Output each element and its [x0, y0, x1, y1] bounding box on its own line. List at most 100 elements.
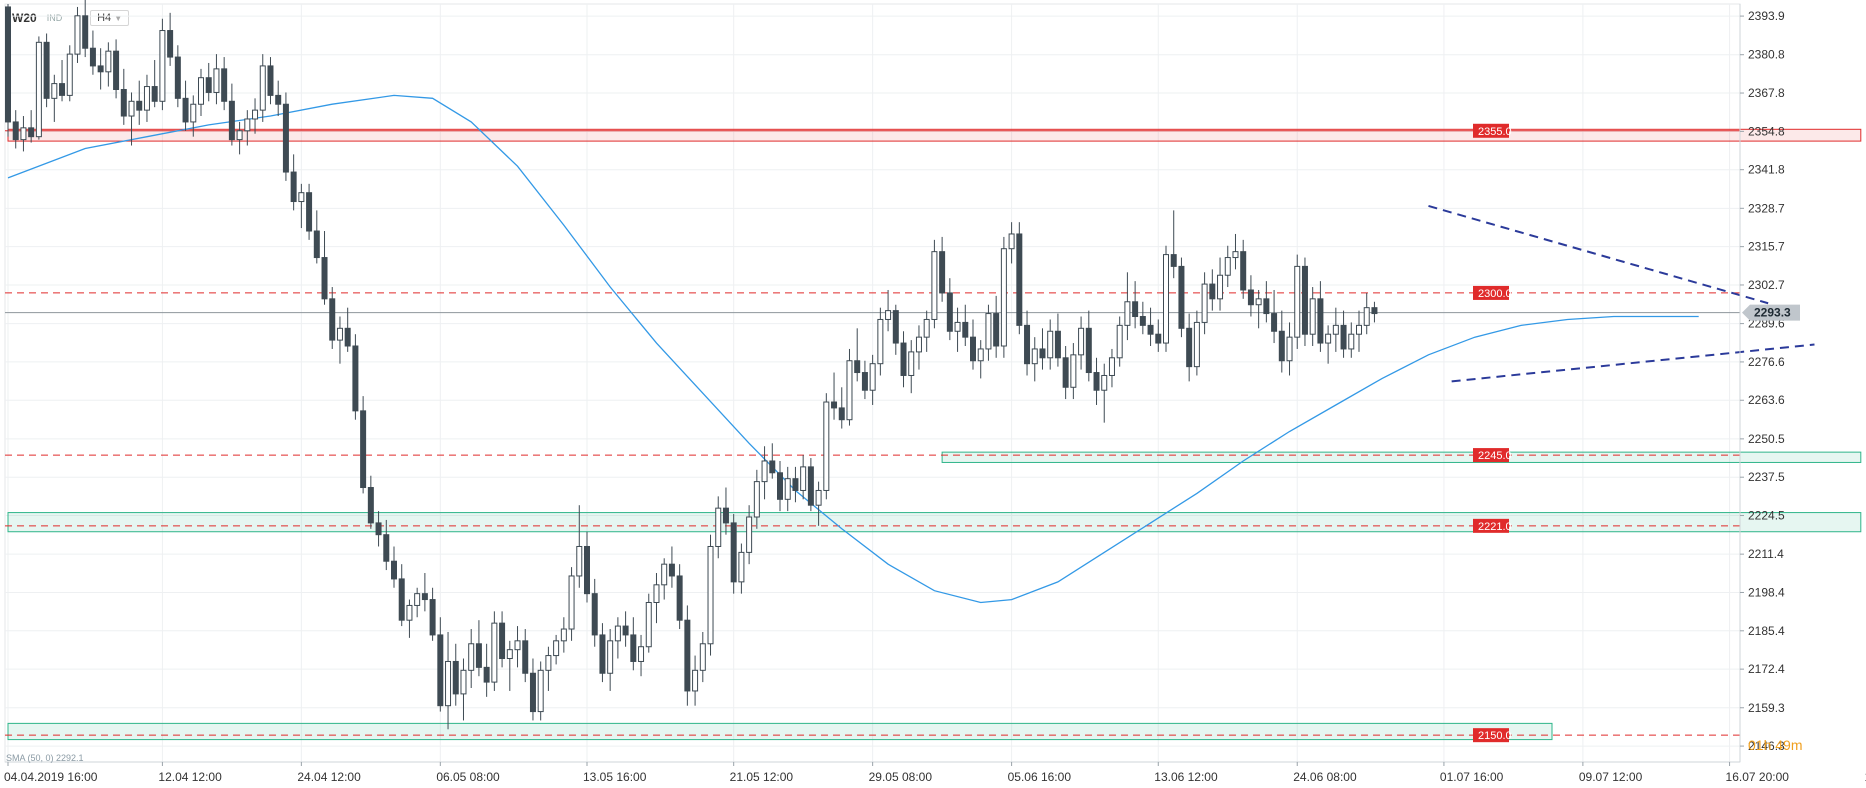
candle — [151, 60, 158, 108]
candle — [252, 98, 259, 134]
candle-body-bear — [622, 625, 629, 636]
candle-body-bear — [360, 410, 367, 489]
candle-body-bull — [823, 401, 830, 491]
candle-body-bull — [105, 50, 112, 73]
candle-body-bear — [437, 634, 444, 707]
candle-body-bull — [1031, 348, 1038, 365]
candle-body-bear — [167, 30, 174, 58]
candle — [383, 519, 390, 571]
candle — [236, 121, 243, 155]
candle — [82, 0, 89, 58]
candle-body-bull — [1124, 301, 1131, 326]
candle-body-bear — [831, 401, 838, 409]
candle-body-bull — [923, 318, 930, 338]
candle — [352, 334, 359, 420]
levels — [5, 130, 1740, 736]
candle-body-bear — [151, 86, 158, 102]
candle — [1263, 281, 1270, 323]
candle-body-bear — [329, 298, 336, 341]
candle-body-bear — [59, 83, 66, 96]
candle-body-bear — [630, 634, 637, 662]
candle-body-bear — [275, 94, 282, 105]
y-tick-label: 2341.8 — [1748, 163, 1785, 177]
candle — [51, 74, 58, 122]
zone-support — [7, 722, 1553, 741]
candle — [985, 304, 992, 361]
indicator-button[interactable]: IND — [46, 13, 63, 23]
candle — [784, 466, 791, 512]
candle-body-bull — [537, 669, 544, 713]
candle-body-bull — [560, 628, 567, 642]
candle — [962, 304, 969, 346]
candle-body-bull — [1348, 333, 1355, 350]
candle — [514, 626, 521, 668]
candle-body-bear — [290, 171, 297, 203]
candle — [722, 487, 729, 535]
sma-legend: SMA (50, 0) 2292.1 — [6, 753, 84, 763]
candle-body-bear — [1186, 327, 1193, 368]
candle — [1031, 337, 1038, 382]
candle — [1240, 239, 1247, 299]
candle — [568, 567, 575, 641]
candle-body-bull — [607, 640, 614, 674]
candle — [499, 611, 506, 668]
candle — [468, 629, 475, 688]
candle — [136, 80, 143, 125]
candle-body-bear — [475, 643, 482, 668]
y-tick-label: 2367.8 — [1748, 86, 1785, 100]
candle — [259, 54, 266, 122]
candle-body-bear — [89, 47, 96, 67]
candle — [931, 239, 938, 329]
timeframe-label: H4 — [97, 12, 112, 24]
candle-body-bear — [1093, 372, 1100, 391]
candle — [167, 12, 174, 66]
candle-body-bear — [113, 50, 120, 90]
x-tick-label: 13.06 12:00 — [1154, 770, 1218, 784]
candle-body-bear — [892, 310, 899, 344]
candle-body-bear — [970, 336, 976, 362]
candle — [97, 48, 104, 90]
candle-body-bull — [506, 649, 513, 660]
candle — [1309, 287, 1316, 346]
candle — [560, 617, 567, 653]
candle-body-bear — [182, 97, 189, 123]
candle — [336, 316, 343, 364]
candle — [908, 340, 915, 394]
candle-body-bull — [784, 478, 791, 500]
candle — [1247, 275, 1254, 317]
candle — [807, 458, 814, 512]
candle-body-bull — [1201, 283, 1208, 323]
candle — [205, 62, 212, 102]
candle-body-bear — [267, 65, 274, 96]
candle-body-bear — [1240, 251, 1247, 291]
candle — [915, 325, 922, 370]
candle — [1078, 316, 1085, 370]
candle-body-bear — [854, 360, 861, 374]
candle — [1024, 310, 1031, 376]
candle — [190, 95, 197, 137]
current-price-label: 2293.3 — [1754, 306, 1791, 320]
candle — [923, 310, 930, 352]
candle — [954, 307, 961, 352]
candle-body-bull — [406, 604, 413, 621]
candle-body-bear — [1271, 313, 1278, 332]
candle-body-bull — [1232, 251, 1239, 259]
candle — [506, 640, 513, 691]
y-tick-label: 2328.7 — [1748, 201, 1785, 215]
candle-body-bear — [483, 666, 490, 683]
symbol-label[interactable]: W20 — [12, 11, 37, 25]
candle-body-bear — [792, 478, 799, 491]
y-tick-label: 2315.7 — [1748, 240, 1785, 254]
candle — [553, 634, 560, 665]
candle — [367, 475, 374, 529]
chevron-down-icon: ▼ — [114, 14, 123, 23]
candle — [59, 60, 66, 102]
candle — [738, 543, 745, 594]
candle — [460, 658, 467, 721]
zones — [7, 128, 1862, 741]
candle-body-bull — [1224, 257, 1231, 276]
candle — [1232, 233, 1239, 270]
timeframe-selector[interactable]: H4 ▼ — [90, 10, 130, 26]
candle — [1178, 257, 1185, 338]
